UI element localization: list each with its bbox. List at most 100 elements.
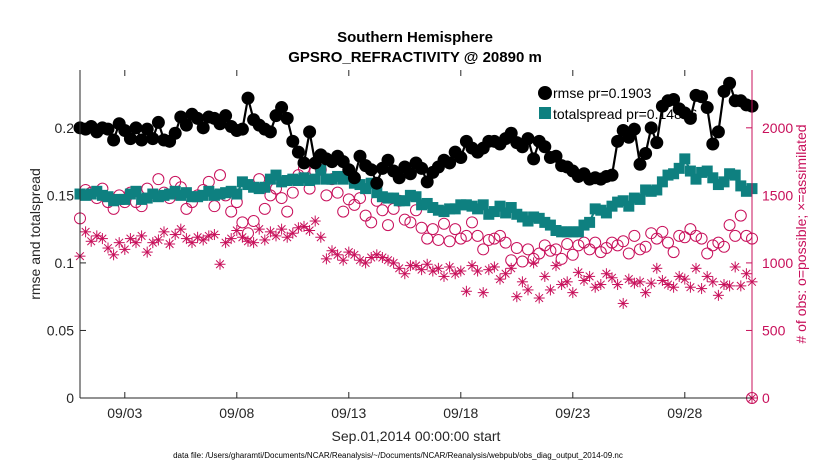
obs-possible-point <box>454 232 467 245</box>
rmse-point <box>241 91 255 105</box>
totalspread-point <box>315 164 327 176</box>
obs-assimilated-point <box>102 242 114 254</box>
totalspread-point <box>320 173 332 185</box>
y-left-tick-label: 0.1 <box>55 255 75 271</box>
obs-possible-point <box>667 246 680 259</box>
obs-possible-point <box>544 244 557 257</box>
obs-assimilated-point <box>158 226 170 238</box>
rmse-point <box>667 92 681 106</box>
totalspread-point <box>102 191 114 203</box>
rmse-point <box>700 101 714 115</box>
rmse-point <box>107 133 121 147</box>
y-right-tick-label: 1500 <box>762 187 793 203</box>
rmse-point <box>711 125 725 139</box>
obs-possible-point <box>382 219 394 232</box>
obs-assimilated-point <box>410 260 422 272</box>
totalspread-point <box>500 207 512 219</box>
totalspread-point <box>360 183 372 195</box>
totalspread-point <box>488 206 500 218</box>
totalspread-point <box>438 206 450 218</box>
obs-assimilated-point <box>729 261 741 273</box>
obs-assimilated-point <box>550 260 562 272</box>
totalspread-point <box>466 200 478 212</box>
legend-totalspread-marker <box>539 107 551 119</box>
obs-assimilated-point <box>584 270 596 282</box>
obs-assimilated-point <box>522 284 534 296</box>
rmse-point <box>263 125 277 139</box>
totalspread-point <box>393 195 405 207</box>
obs-possible-point <box>522 243 534 256</box>
obs-assimilated-point <box>578 274 590 286</box>
obs-assimilated-point <box>253 223 265 235</box>
obs-assimilated-point <box>124 233 136 245</box>
rmse-point <box>650 136 664 150</box>
obs-assimilated-point <box>673 270 685 282</box>
totalspread-point <box>388 192 400 204</box>
obs-possible-point <box>214 169 226 182</box>
obs-possible-point <box>398 213 411 226</box>
obs-assimilated-point <box>679 273 691 285</box>
totalspread-point <box>729 169 741 181</box>
rmse-point <box>706 137 720 151</box>
totalspread-point <box>332 170 344 182</box>
rmse-point <box>443 156 457 170</box>
obs-assimilated-point <box>432 262 444 274</box>
obs-assimilated-point <box>164 238 176 250</box>
obs-possible-point <box>247 215 260 228</box>
totalspread-point <box>572 226 584 238</box>
obs-possible-point <box>443 235 456 248</box>
totalspread-point <box>539 216 551 228</box>
obs-assimilated-point <box>488 261 500 273</box>
rmse-point <box>627 122 641 136</box>
obs-assimilated-point <box>320 253 332 265</box>
obs-assimilated-point <box>337 254 349 266</box>
totalspread-point <box>236 176 248 188</box>
series-totalspread <box>74 153 758 238</box>
obs-assimilated-point <box>651 262 663 274</box>
obs-assimilated-point <box>477 287 489 299</box>
rmse-point <box>527 152 541 166</box>
obs-possible-point <box>225 205 238 218</box>
y-left-tick-label: 0.15 <box>47 187 74 203</box>
obs-assimilated-point <box>309 215 321 227</box>
obs-possible-point <box>695 232 708 245</box>
rmse-point <box>538 140 552 154</box>
obs-assimilated-point <box>460 285 472 297</box>
totalspread-point <box>432 204 444 216</box>
obs-assimilated-point <box>298 220 310 232</box>
totalspread-point <box>449 203 461 215</box>
totalspread-point <box>516 211 528 223</box>
obs-assimilated-point <box>617 297 629 309</box>
legend-rmse-marker <box>538 86 552 100</box>
y-right-tick-label: 500 <box>762 322 786 338</box>
rmse-point <box>695 90 709 104</box>
totalspread-point <box>690 173 702 185</box>
obs-possible-point <box>718 240 730 253</box>
obs-assimilated-point <box>444 261 456 273</box>
y-right-tick-label: 1000 <box>762 255 793 271</box>
totalspread-point <box>186 191 198 203</box>
totalspread-point <box>203 185 215 197</box>
totalspread-point <box>304 175 316 187</box>
obs-possible-point <box>331 186 344 199</box>
totalspread-point <box>225 185 237 197</box>
footnote: data file: /Users/gharamti/Documents/NCA… <box>173 451 623 460</box>
obs-assimilated-point <box>634 276 646 288</box>
rmse-point <box>140 122 154 136</box>
obs-possible-point <box>365 216 378 229</box>
obs-assimilated-point <box>130 237 142 249</box>
rmse-point <box>370 176 384 190</box>
obs-possible-point <box>589 236 602 249</box>
obs-assimilated-point <box>472 265 484 277</box>
obs-assimilated-point <box>572 266 584 278</box>
totalspread-point <box>696 166 708 178</box>
obs-assimilated-point <box>276 223 288 235</box>
obs-possible-point <box>270 182 282 195</box>
totalspread-point <box>292 175 304 187</box>
obs-assimilated-point <box>236 231 248 243</box>
totalspread-point <box>169 185 181 197</box>
totalspread-point <box>735 180 747 192</box>
obs-assimilated-point <box>684 281 696 293</box>
totalspread-point <box>561 226 573 238</box>
